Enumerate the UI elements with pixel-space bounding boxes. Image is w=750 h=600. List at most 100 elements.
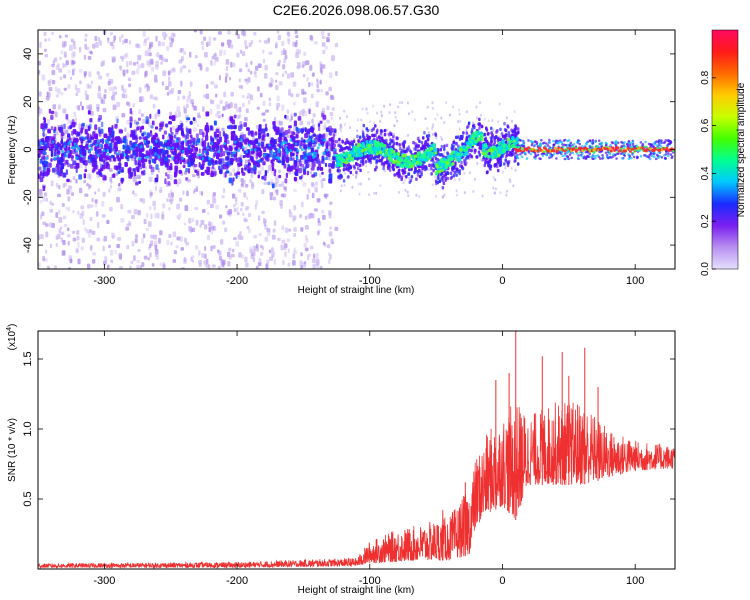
spectrogram-cell bbox=[67, 196, 71, 202]
spectrogram-cell bbox=[269, 146, 273, 151]
spectrogram-cell bbox=[328, 86, 333, 92]
spectrogram-cell bbox=[307, 146, 311, 150]
spectrogram-cell bbox=[495, 135, 498, 140]
spectrogram-cell bbox=[43, 145, 47, 151]
spectrogram-cell bbox=[395, 136, 399, 140]
spectrogram-cell bbox=[249, 70, 253, 75]
spectrogram-cell bbox=[505, 193, 508, 197]
spectrogram-cell bbox=[116, 243, 120, 249]
spectrogram-cell bbox=[38, 60, 41, 66]
spectrogram-cell bbox=[188, 217, 192, 224]
spectrogram-cell bbox=[43, 151, 47, 156]
spectrogram-cell bbox=[190, 256, 193, 262]
spectrogram-cell bbox=[44, 192, 48, 197]
spectrogram-cell bbox=[188, 168, 191, 174]
spectrogram-cell bbox=[313, 208, 318, 212]
spectrogram-cell bbox=[183, 258, 187, 264]
spectrogram-cell bbox=[287, 142, 291, 146]
spectrogram-cell bbox=[168, 207, 171, 211]
spectrogram-cell bbox=[492, 128, 495, 132]
spectrogram-cell bbox=[120, 169, 124, 173]
spectrogram-cell bbox=[243, 117, 247, 122]
spectrogram-cell bbox=[306, 238, 309, 244]
spectrogram-cell bbox=[385, 138, 388, 143]
spectrogram-cell bbox=[81, 105, 84, 111]
spectrogram-cell bbox=[269, 256, 273, 262]
spectrogram-cell bbox=[97, 140, 100, 144]
spectrogram-cell bbox=[375, 130, 379, 134]
spectrogram-cell bbox=[100, 99, 104, 104]
spectrogram-cell bbox=[212, 198, 217, 204]
spectrogram-cell bbox=[332, 155, 336, 161]
spectrogram-cell bbox=[239, 162, 243, 167]
spectrogram-cell bbox=[84, 128, 88, 135]
spectrogram-cell bbox=[54, 111, 58, 118]
spectrogram-cell bbox=[241, 146, 245, 150]
spectrogram-cell bbox=[217, 265, 221, 269]
spectrogram-cell bbox=[147, 257, 151, 261]
spectrogram-cell bbox=[62, 215, 67, 220]
spectrogram-cell bbox=[288, 212, 293, 218]
spectrogram-cell bbox=[301, 112, 305, 117]
spectrogram-cell bbox=[187, 95, 191, 100]
spectrogram-cell bbox=[504, 154, 508, 159]
spectrogram-cell bbox=[422, 164, 425, 168]
spectrogram-cell bbox=[287, 92, 291, 96]
spectrogram-cell bbox=[46, 168, 51, 173]
spectrogram-cell bbox=[233, 103, 238, 109]
spectrogram-cell bbox=[299, 120, 304, 126]
spectrogram-cell bbox=[303, 242, 307, 248]
spectrogram-cell bbox=[319, 63, 323, 69]
spectrogram-cell bbox=[193, 30, 197, 33]
spectrogram-cell bbox=[267, 37, 271, 43]
spectrogram-cell bbox=[434, 194, 437, 198]
spectrogram-cell bbox=[72, 51, 76, 57]
spectrogram-cell bbox=[328, 173, 333, 180]
spectrogram-cell bbox=[431, 106, 434, 110]
spectrogram-cell bbox=[407, 172, 411, 176]
spectrogram-cell bbox=[375, 155, 379, 159]
spectrogram-cell bbox=[347, 168, 350, 173]
spectrogram-cell bbox=[162, 70, 167, 76]
spectrogram-cell bbox=[201, 253, 205, 258]
spectrogram-cell bbox=[77, 241, 80, 248]
spectrogram-cell bbox=[388, 162, 391, 167]
spectrogram-cell bbox=[76, 131, 81, 136]
spectrogram-cell bbox=[183, 222, 186, 226]
spectrogram-cell bbox=[475, 155, 479, 159]
spectrogram-cell bbox=[91, 197, 94, 203]
spectrogram-cell bbox=[210, 170, 214, 174]
spectrogram-cell bbox=[290, 115, 294, 121]
spectrogram-cell bbox=[75, 249, 79, 253]
spectrogram-cell bbox=[48, 93, 51, 99]
spectrogram-cell bbox=[213, 120, 217, 126]
spectrogram-cell bbox=[142, 118, 146, 124]
spectrogram-cell bbox=[300, 174, 304, 179]
spectrogram-cell bbox=[240, 138, 243, 142]
spectrogram-cell bbox=[269, 196, 273, 201]
spectrogram-cell bbox=[126, 69, 129, 74]
spectrogram-cell bbox=[132, 176, 137, 183]
spectrogram-cell bbox=[41, 74, 46, 81]
spectrogram-cell bbox=[146, 36, 150, 41]
spectrogram-cell bbox=[98, 143, 102, 147]
spectrogram-cell bbox=[235, 200, 238, 205]
spectrogram-cell bbox=[263, 218, 267, 224]
spectrogram-cell bbox=[215, 204, 220, 210]
spectrogram-cell bbox=[478, 117, 481, 122]
spectrogram-cell bbox=[51, 140, 55, 144]
spectrogram-cell bbox=[440, 144, 444, 149]
spectrogram-cell bbox=[194, 106, 198, 111]
spectrogram-cell bbox=[150, 130, 153, 134]
spectrogram-cell bbox=[173, 134, 177, 139]
spectrogram-cell bbox=[129, 61, 132, 66]
spectrogram-cell bbox=[281, 104, 285, 111]
spectrogram-cell bbox=[406, 190, 409, 194]
spectrogram-cell bbox=[388, 168, 392, 172]
spectrogram-cell bbox=[405, 175, 408, 179]
spectrogram-cell bbox=[262, 100, 266, 107]
spectrogram-cell bbox=[311, 174, 316, 178]
spectrogram-cell bbox=[277, 157, 281, 161]
spectrogram-cell bbox=[404, 188, 407, 192]
spectrogram-cell bbox=[225, 59, 230, 65]
